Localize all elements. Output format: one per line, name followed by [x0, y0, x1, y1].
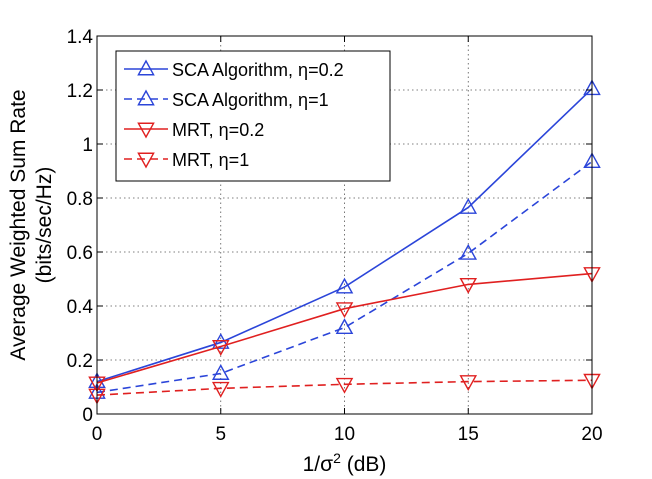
ticks: 0 5 10 15 20 0 0.2 0.4 0.6 0.8 1 1.2 1.4	[67, 27, 603, 445]
data-point	[459, 375, 478, 392]
series-3	[88, 267, 601, 393]
y-axis-label-line2: (bits/sec/Hz)	[33, 167, 56, 284]
legend-label: MRT, η=1	[172, 150, 249, 170]
series-line	[96, 88, 593, 383]
x-tick-label: 10	[334, 424, 355, 445]
series-2	[88, 152, 601, 399]
legend-marker	[137, 152, 155, 169]
data-point	[211, 364, 230, 380]
y-tick-label: 1	[82, 135, 93, 156]
y-tick-label: 1.2	[67, 81, 93, 102]
y-tick-label: 0.6	[67, 243, 93, 264]
x-tick-label: 15	[458, 424, 479, 445]
legend: SCA Algorithm, η=0.2 SCA Algorithm, η=1 MR…	[115, 50, 391, 182]
data-point	[335, 377, 354, 394]
x-tick-label: 20	[581, 424, 602, 445]
x-tick-label: 5	[215, 424, 226, 445]
x-axis-label-superscript: 2	[333, 450, 341, 466]
series-4	[88, 373, 601, 405]
legend-marker	[137, 122, 155, 139]
legend-marker	[137, 89, 155, 106]
y-tick-label: 0.4	[67, 297, 94, 318]
data-point	[211, 381, 230, 398]
x-axis-label-base: 1/σ	[303, 453, 334, 476]
series-line	[96, 379, 593, 396]
series-1	[88, 79, 601, 389]
legend-label: SCA Algorithm, η=1	[172, 90, 329, 110]
data-point	[211, 340, 230, 356]
x-tick-label: 0	[92, 424, 103, 445]
x-axis-label-suffix: (dB)	[341, 453, 387, 476]
data-point	[335, 277, 354, 294]
series-line	[96, 272, 593, 384]
series-layer	[88, 79, 601, 405]
data-point	[459, 243, 478, 260]
legend-marker	[137, 59, 155, 76]
y-tick-label: 1.4	[67, 27, 94, 48]
data-point	[335, 302, 354, 319]
y-tick-label: 0.2	[67, 351, 93, 372]
y-axis-label-line1: Average Weighted Sum Rate	[7, 89, 30, 360]
legend-label: MRT, η=0.2	[172, 120, 264, 140]
x-axis-label: 1/σ2 (dB)	[303, 450, 387, 476]
data-point	[459, 198, 478, 214]
series-line	[96, 160, 593, 394]
data-point	[335, 318, 354, 335]
legend-label: SCA Algorithm, η=0.2	[172, 60, 344, 80]
legend-box	[115, 50, 391, 182]
data-point	[459, 277, 478, 294]
y-tick-label: 0.8	[67, 189, 93, 210]
y-tick-label: 0	[82, 405, 93, 426]
